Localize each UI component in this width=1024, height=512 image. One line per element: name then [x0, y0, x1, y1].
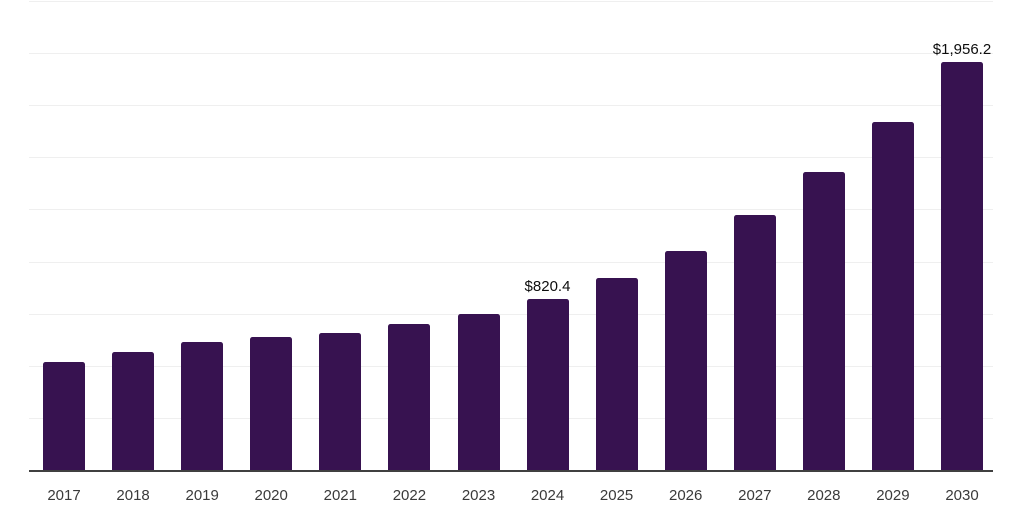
x-tick-2025: 2025 — [599, 487, 634, 504]
x-tick-2027: 2027 — [738, 487, 772, 504]
x-tick-2020: 2020 — [254, 487, 288, 504]
value-label-2030: $1,956.2 — [932, 41, 992, 59]
x-tick-2022: 2022 — [392, 487, 427, 504]
x-tick-2018: 2018 — [116, 487, 150, 504]
bar-2022 — [388, 324, 431, 470]
bar-2026 — [664, 250, 707, 470]
bar-2018 — [112, 352, 155, 470]
gridline — [29, 157, 993, 159]
gridline — [29, 105, 993, 107]
bar-2017 — [43, 362, 85, 470]
gridline — [29, 1, 993, 2]
gridline — [29, 53, 993, 55]
bar-2021 — [319, 333, 362, 470]
bar-2024 — [526, 299, 569, 470]
x-tick-2024: 2024 — [530, 487, 565, 504]
x-tick-2029: 2029 — [876, 487, 910, 504]
value-label-2024: $820.4 — [524, 278, 571, 295]
x-tick-2017: 2017 — [47, 487, 81, 504]
x-tick-2019: 2019 — [185, 487, 219, 504]
bar-2020 — [250, 337, 293, 470]
gridline — [29, 417, 993, 419]
x-tick-2030: 2030 — [945, 487, 979, 504]
x-tick-2028: 2028 — [807, 487, 841, 504]
bar-2030 — [941, 62, 983, 470]
gridline — [29, 209, 993, 211]
x-tick-2023: 2023 — [461, 487, 496, 504]
gridline — [29, 261, 993, 263]
x-axis-line — [29, 470, 993, 472]
x-tick-2021: 2021 — [323, 487, 357, 504]
x-tick-2026: 2026 — [669, 487, 703, 504]
bar-2029 — [871, 121, 914, 470]
bar-2028 — [802, 171, 845, 470]
gridline — [29, 365, 993, 367]
bar-2027 — [733, 215, 776, 470]
gridline — [29, 313, 993, 315]
bar-2023 — [457, 314, 500, 470]
bar-2019 — [181, 342, 224, 470]
bar-2025 — [595, 278, 638, 470]
